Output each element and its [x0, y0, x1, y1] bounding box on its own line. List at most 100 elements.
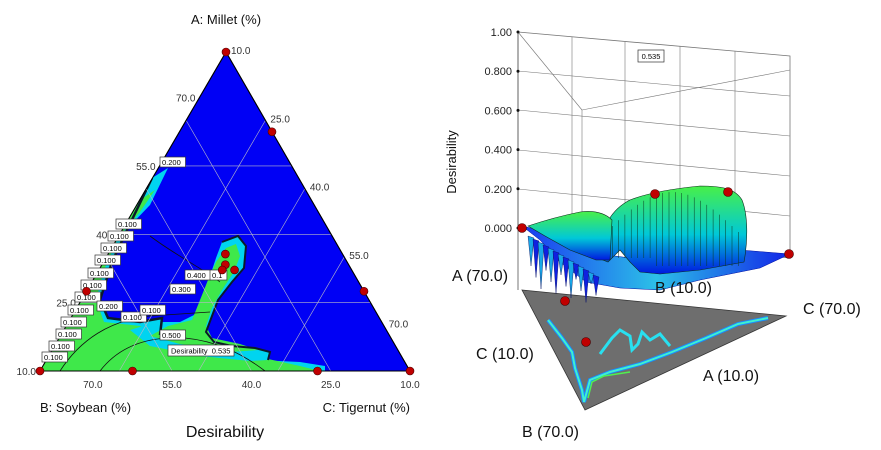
surface-optimum-value: 0.535 [642, 52, 661, 61]
surface-dome [597, 185, 748, 275]
tick-label-a: 70.0 [176, 94, 196, 105]
svg-text:0.300: 0.300 [172, 285, 191, 294]
surface-point [581, 337, 591, 347]
tick-label-a: 55.0 [136, 162, 156, 173]
surface-spike [572, 262, 580, 280]
z-tick-label: 0.400 [484, 145, 512, 157]
tick-label-b: 40.0 [242, 380, 262, 391]
svg-text:0.100: 0.100 [51, 342, 70, 351]
z-tick-mark [516, 148, 520, 152]
contour-label: 0.100 [100, 242, 127, 254]
design-point [35, 366, 45, 376]
tick-label-c: 25.0 [270, 114, 290, 125]
contour-label: 0.200 [96, 300, 123, 312]
contour-label: 0.500 [159, 329, 186, 341]
ternary-outline [39, 51, 411, 372]
design-point [267, 127, 277, 137]
design-point [313, 366, 322, 376]
svg-text:0.100: 0.100 [44, 353, 63, 362]
surface-spike [582, 268, 590, 303]
z-tick-mark [516, 108, 520, 112]
tick-label-b: 70.0 [83, 380, 103, 391]
surface-spike [557, 253, 565, 276]
surface-spike [552, 250, 560, 294]
surface-spike [567, 259, 575, 299]
vertex-label-soybean: B: Soybean (%) [40, 400, 131, 415]
surface-spike [532, 238, 540, 278]
vertex-label-millet: A: Millet (%) [191, 12, 261, 27]
surface-point [723, 187, 733, 197]
svg-text:0.100: 0.100 [83, 281, 102, 290]
tick-label-c: 40.0 [310, 183, 330, 194]
svg-text:0.200: 0.200 [162, 158, 181, 167]
contour-label: 0.100 [120, 311, 147, 323]
optimum-label-name: Desirability [171, 347, 208, 356]
svg-text:0.100: 0.100 [110, 232, 129, 241]
tick-label-a: 10.0 [17, 367, 37, 378]
svg-text:0.200: 0.200 [99, 302, 118, 311]
design-points [35, 47, 415, 376]
z-axis-label: Desirability [444, 130, 459, 194]
tick-label-b: 10.0 [400, 380, 420, 391]
axis-label-b-low: B (10.0) [655, 280, 712, 297]
ternary-title: Desirability [186, 424, 264, 441]
surface-point [517, 223, 527, 233]
contour-labels: 0.2000.1000.1000.1000.1000.1000.1000.100… [41, 156, 228, 363]
floor-contour-green [587, 371, 631, 399]
contour-label: 0.100 [41, 351, 68, 363]
contour-label: 0.100 [55, 328, 82, 340]
contour-line-central [204, 234, 272, 361]
surface-design-points [517, 187, 794, 347]
desirability-surface-plot: 0.000 0.200 0.400 0.600 0.800 1.00 Desirabili… [444, 27, 861, 441]
tick-label-b: 25.0 [321, 380, 341, 391]
surface-left-ridge [527, 211, 613, 261]
surface-point [784, 249, 794, 259]
surface-point [560, 296, 570, 306]
surface-spike [537, 241, 545, 290]
svg-text:0.100: 0.100 [70, 306, 89, 315]
svg-text:0.100: 0.100 [90, 269, 109, 278]
surface-spike [592, 274, 600, 296]
tick-label-a: 25.0 [56, 299, 76, 310]
svg-text:0.100: 0.100 [142, 306, 161, 315]
contour-label: 0.100 [139, 304, 166, 316]
contour-label: 0.100 [60, 316, 87, 328]
design-point [405, 366, 415, 376]
svg-text:0.100: 0.100 [77, 293, 96, 302]
svg-text:0.500: 0.500 [162, 331, 181, 340]
axis-label-c-high: C (70.0) [803, 301, 861, 318]
optimum-label: Desirability 0.535 [167, 344, 235, 357]
optimum-label-value: 0.535 [212, 347, 231, 356]
design-point [217, 265, 227, 275]
svg-text:0.1: 0.1 [212, 271, 222, 280]
z-tick-mark [516, 69, 520, 73]
tick-label-c: 70.0 [389, 319, 409, 330]
design-point [82, 286, 91, 296]
design-point [128, 366, 137, 376]
design-point [359, 286, 369, 296]
surface-mesh [605, 192, 739, 266]
svg-text:0.100: 0.100 [58, 330, 77, 339]
axis-label-b-high: B (70.0) [522, 424, 579, 441]
axis-label-c-low: C (10.0) [476, 346, 534, 363]
left-edge-band-inner [40, 190, 320, 371]
contour-label: 0.100 [80, 279, 107, 291]
floor-contour-inner [598, 328, 672, 355]
grid-line-c [198, 188, 306, 371]
tick-label-c: 10.0 [231, 46, 251, 57]
tick-label-b: 55.0 [162, 380, 182, 391]
left-edge-band [40, 168, 325, 371]
floor-triangle [521, 289, 788, 411]
tick-label-a: 40.0 [96, 230, 116, 241]
design-point [230, 265, 239, 275]
contour-label: 0.100 [87, 267, 114, 279]
surface-spike [542, 244, 550, 271]
z-tick-label: 0.200 [484, 184, 512, 196]
contour-label: 0.100 [107, 230, 134, 242]
svg-text:0.100: 0.100 [63, 318, 82, 327]
svg-text:0.400: 0.400 [187, 271, 206, 280]
design-point [221, 47, 231, 57]
svg-text:0.100: 0.100 [123, 313, 142, 322]
